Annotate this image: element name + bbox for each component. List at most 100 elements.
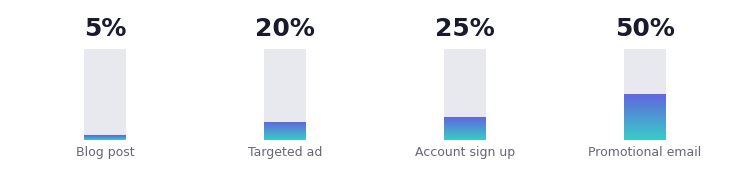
Bar xyxy=(264,135,306,136)
Bar xyxy=(264,122,306,123)
Bar xyxy=(624,95,666,96)
Bar xyxy=(624,104,666,105)
Bar xyxy=(624,118,666,119)
Bar xyxy=(264,134,306,135)
Bar xyxy=(624,96,666,97)
Bar xyxy=(264,123,306,124)
Bar xyxy=(444,132,486,133)
Bar xyxy=(264,136,306,137)
Bar xyxy=(444,128,486,129)
Bar xyxy=(444,125,486,126)
Bar xyxy=(444,138,486,139)
Bar xyxy=(444,122,486,123)
Bar xyxy=(624,131,666,132)
Bar xyxy=(444,127,486,128)
Bar xyxy=(264,128,306,129)
Bar xyxy=(444,121,486,122)
Bar xyxy=(624,103,666,104)
Bar xyxy=(624,135,666,136)
Bar xyxy=(624,97,666,98)
Bar xyxy=(264,139,306,140)
Bar xyxy=(624,139,666,140)
Bar xyxy=(444,123,486,124)
Bar xyxy=(264,130,306,131)
Bar xyxy=(624,111,666,112)
Bar xyxy=(624,107,666,108)
Bar xyxy=(444,131,486,132)
Bar xyxy=(444,131,486,132)
Bar xyxy=(444,118,486,119)
Bar xyxy=(264,127,306,128)
Bar xyxy=(444,129,486,130)
Bar xyxy=(444,136,486,137)
Bar xyxy=(264,134,306,135)
Bar xyxy=(624,133,666,134)
Bar xyxy=(624,108,666,109)
Bar xyxy=(264,133,306,134)
Bar xyxy=(264,126,306,127)
Bar xyxy=(444,136,486,137)
Bar xyxy=(444,130,486,131)
Bar xyxy=(264,130,306,131)
Bar xyxy=(444,120,486,121)
Bar xyxy=(444,133,486,134)
Bar xyxy=(444,118,486,119)
Text: 50%: 50% xyxy=(615,17,675,41)
Bar xyxy=(624,113,666,114)
Bar xyxy=(264,122,306,123)
Bar xyxy=(444,137,486,138)
Bar xyxy=(624,128,666,129)
Bar xyxy=(624,109,666,110)
Bar xyxy=(444,137,486,138)
Bar xyxy=(444,128,486,129)
Bar xyxy=(624,125,666,126)
Bar xyxy=(264,138,306,139)
Bar xyxy=(264,137,306,138)
Bar xyxy=(444,132,486,133)
Bar xyxy=(444,117,486,118)
Text: Promotional email: Promotional email xyxy=(588,146,702,159)
Bar xyxy=(264,129,306,130)
Bar xyxy=(624,100,666,101)
Bar xyxy=(444,119,486,120)
Bar xyxy=(624,124,666,125)
Bar xyxy=(624,111,666,112)
Bar xyxy=(264,125,306,126)
Text: Blog post: Blog post xyxy=(76,146,134,159)
Bar xyxy=(444,117,486,118)
Bar xyxy=(444,134,486,135)
Bar xyxy=(624,116,666,117)
Bar xyxy=(624,106,666,107)
Bar xyxy=(264,138,306,139)
Bar xyxy=(624,120,666,121)
Bar xyxy=(264,139,306,140)
Bar xyxy=(624,117,666,118)
Bar xyxy=(624,138,666,139)
Bar xyxy=(264,124,306,125)
Bar xyxy=(444,135,486,136)
Bar xyxy=(264,125,306,126)
Bar xyxy=(624,106,666,107)
Bar xyxy=(624,109,666,110)
Bar xyxy=(444,133,486,134)
Text: 20%: 20% xyxy=(255,17,315,41)
Bar xyxy=(264,137,306,138)
Bar xyxy=(444,139,486,140)
Bar xyxy=(624,128,666,129)
Text: Account sign up: Account sign up xyxy=(415,146,515,159)
Bar xyxy=(624,137,666,138)
Bar xyxy=(264,136,306,137)
Bar xyxy=(624,114,666,115)
Text: 25%: 25% xyxy=(435,17,495,41)
Bar xyxy=(624,134,666,135)
Bar xyxy=(444,121,486,122)
Bar xyxy=(264,128,306,129)
Bar xyxy=(264,132,306,133)
Bar xyxy=(624,102,666,103)
Bar xyxy=(444,129,486,130)
Bar xyxy=(624,96,666,97)
Bar xyxy=(264,131,306,132)
Bar xyxy=(624,130,666,131)
Bar xyxy=(264,136,306,137)
Bar xyxy=(264,124,306,125)
